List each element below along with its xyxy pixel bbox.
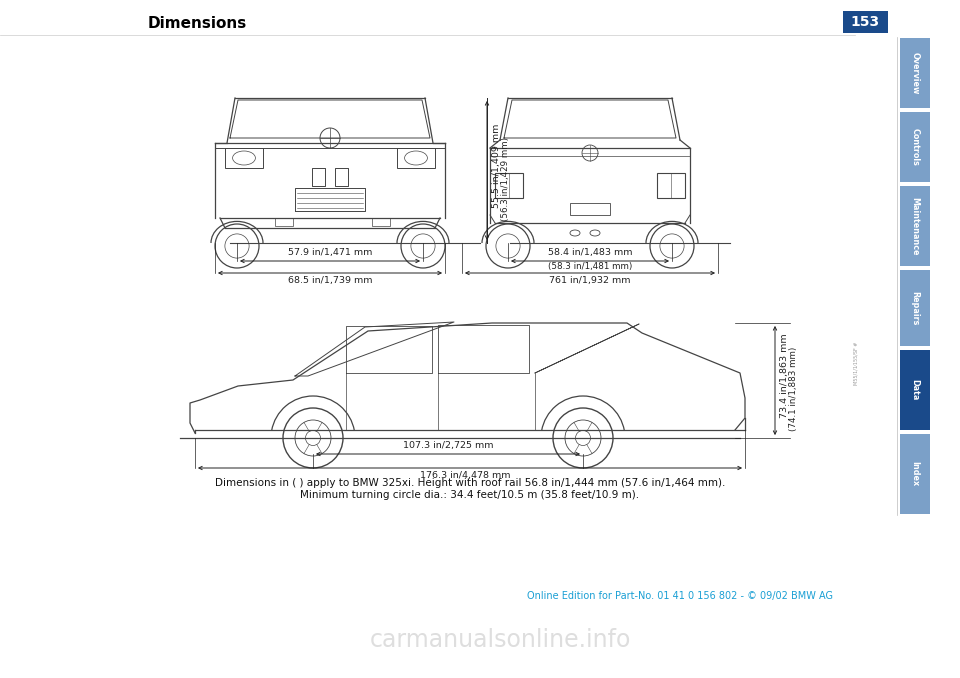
Bar xyxy=(657,173,685,198)
Text: Online Edition for Part-No. 01 41 0 156 802 - © 09/02 BMW AG: Online Edition for Part-No. 01 41 0 156 … xyxy=(527,591,833,601)
Text: Overview: Overview xyxy=(910,52,920,94)
Text: carmanualsonline.info: carmanualsonline.info xyxy=(370,628,631,652)
Text: (56.3 in/1,429 mm): (56.3 in/1,429 mm) xyxy=(501,136,510,220)
Text: Maintenance: Maintenance xyxy=(910,197,920,255)
Bar xyxy=(900,350,930,430)
Bar xyxy=(900,270,930,346)
Text: 153: 153 xyxy=(851,15,880,29)
Text: 107.3 in/2,725 mm: 107.3 in/2,725 mm xyxy=(403,441,493,450)
Bar xyxy=(900,186,930,266)
Text: Index: Index xyxy=(910,462,920,487)
Bar xyxy=(312,168,325,186)
Text: Controls: Controls xyxy=(910,128,920,166)
Text: 73.4 in/1,863 mm: 73.4 in/1,863 mm xyxy=(780,333,789,418)
Text: Repairs: Repairs xyxy=(910,291,920,325)
Text: Dimensions: Dimensions xyxy=(148,16,248,31)
Text: 58.4 in/1,483 mm: 58.4 in/1,483 mm xyxy=(548,248,633,257)
Bar xyxy=(335,168,348,186)
Text: 176.3 in/4,478 mm: 176.3 in/4,478 mm xyxy=(420,471,511,480)
Bar xyxy=(372,218,390,226)
Bar xyxy=(843,11,888,33)
Bar xyxy=(900,434,930,514)
Text: Minimum turning circle dia.: 34.4 feet/10.5 m (35.8 feet/10.9 m).: Minimum turning circle dia.: 34.4 feet/1… xyxy=(300,490,639,500)
Text: 68.5 in/1,739 mm: 68.5 in/1,739 mm xyxy=(288,276,372,285)
Text: (58.3 in/1,481 mm): (58.3 in/1,481 mm) xyxy=(548,262,633,271)
Text: 57.9 in/1,471 mm: 57.9 in/1,471 mm xyxy=(288,248,372,257)
Text: M55/1/1⁄155/SF #: M55/1/1⁄155/SF # xyxy=(853,341,858,384)
Text: 761 in/1,932 mm: 761 in/1,932 mm xyxy=(549,276,631,285)
Bar xyxy=(397,148,435,168)
Bar xyxy=(900,38,930,108)
Bar xyxy=(570,203,610,215)
Bar xyxy=(225,148,263,168)
Text: Data: Data xyxy=(910,379,920,401)
Bar xyxy=(275,218,293,226)
Text: 55.5 in/1,409 mm: 55.5 in/1,409 mm xyxy=(492,123,501,207)
Text: Dimensions in ( ) apply to BMW 325xi. Height with roof rail 56.8 in/1,444 mm (57: Dimensions in ( ) apply to BMW 325xi. He… xyxy=(215,478,725,488)
Text: (74.1 in/1,883 mm): (74.1 in/1,883 mm) xyxy=(789,346,798,431)
Bar xyxy=(900,112,930,182)
Bar xyxy=(495,173,523,198)
